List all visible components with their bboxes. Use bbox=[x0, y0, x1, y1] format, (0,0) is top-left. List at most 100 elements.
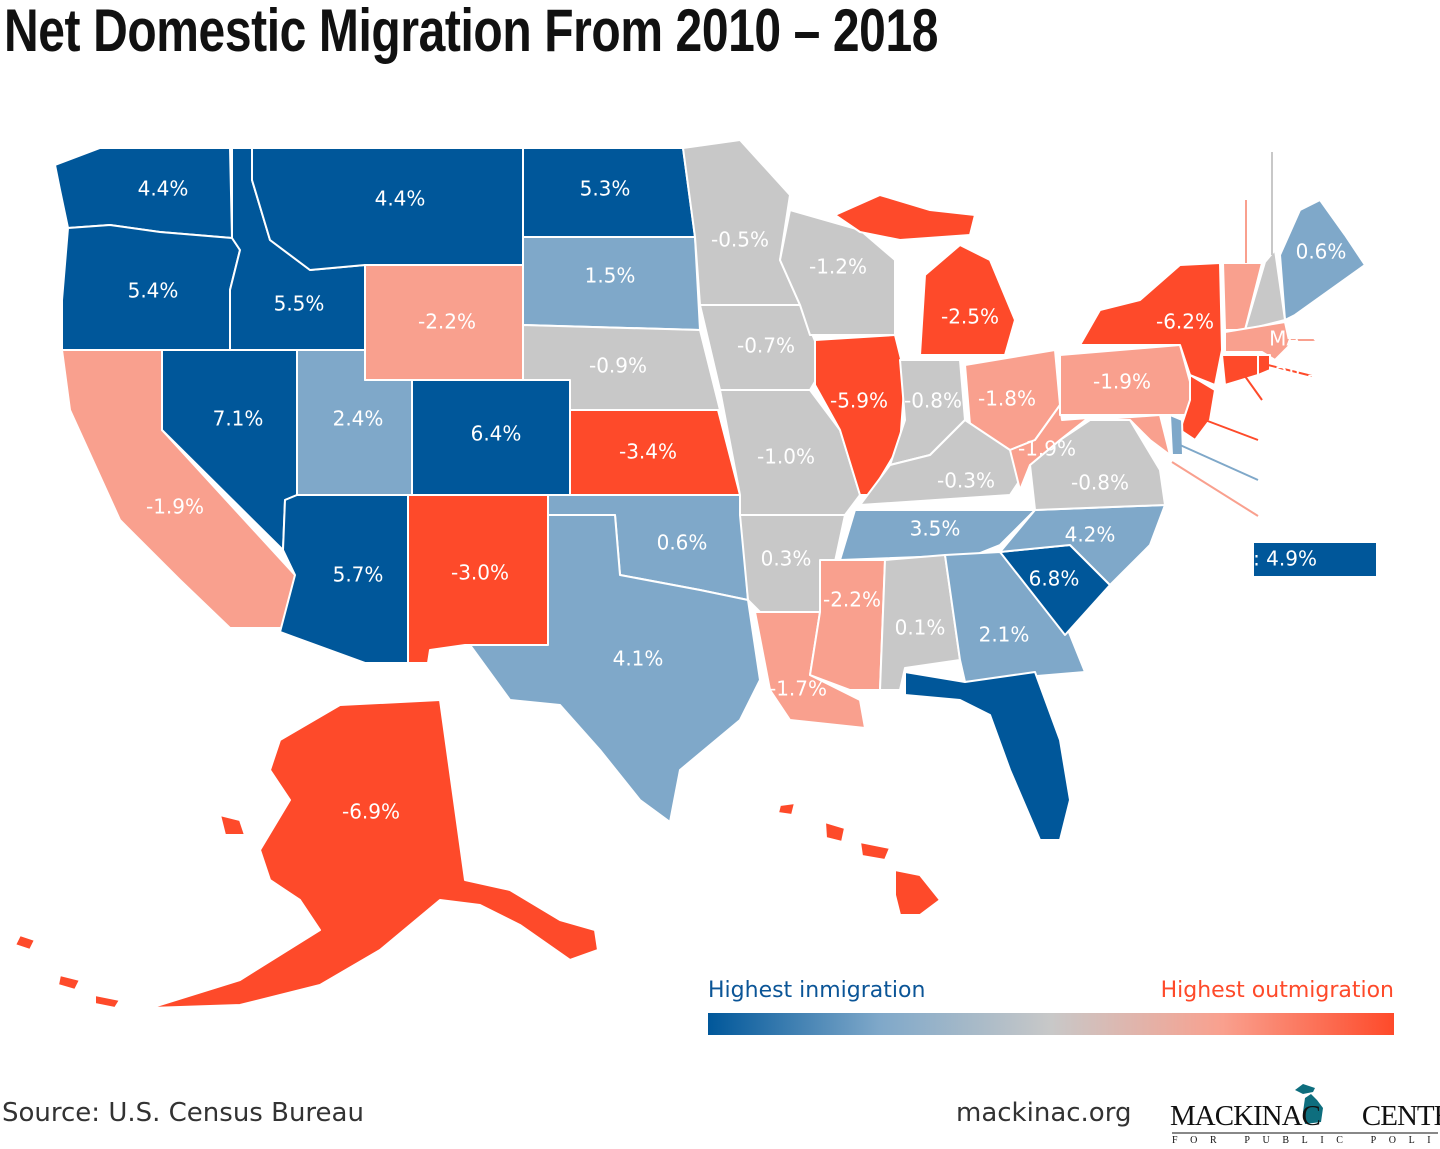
callout-label: VT: -1.6% bbox=[1193, 179, 1288, 203]
callout-nh: NH: 0.5% bbox=[1233, 151, 1327, 255]
state-shape bbox=[779, 209, 896, 336]
callout-dc: D.C.: 4.9% bbox=[1211, 543, 1376, 576]
state-tn bbox=[839, 509, 1036, 561]
state-value-mo: -1.0% bbox=[757, 445, 815, 469]
state-shape bbox=[1089, 414, 1171, 456]
state-value-ca: -1.9% bbox=[146, 495, 204, 519]
logo-wordmark: MACKINAC CENTER bbox=[1170, 1100, 1440, 1133]
state-shape bbox=[839, 509, 1036, 561]
state-value-nm: -3.0% bbox=[451, 561, 509, 585]
state-shape bbox=[149, 699, 599, 1009]
state-value-al: 0.1% bbox=[895, 616, 946, 640]
website-link[interactable]: mackinac.org bbox=[956, 1098, 1132, 1128]
state-value-ne: -0.9% bbox=[589, 354, 647, 378]
state-fl bbox=[904, 671, 1071, 841]
state-value-co: 6.4% bbox=[471, 422, 522, 446]
state-ct bbox=[1221, 354, 1259, 386]
state-value-nd: 5.3% bbox=[580, 177, 631, 201]
callout-label: NH: 0.5% bbox=[1233, 151, 1327, 175]
logo-word-left: MACKINAC bbox=[1170, 1100, 1321, 1132]
state-value-nv: 7.1% bbox=[213, 407, 264, 431]
state-shape bbox=[1221, 354, 1259, 386]
state-shape bbox=[1279, 199, 1366, 321]
state-value-tn: 3.5% bbox=[910, 517, 961, 541]
state-shape bbox=[469, 514, 761, 823]
state-shape bbox=[682, 139, 801, 306]
callout-ct: CT: -4.9% bbox=[1214, 371, 1310, 423]
state-value-az: 5.7% bbox=[333, 563, 384, 587]
logo-subtitle: FOR PUBLIC POLICY bbox=[1172, 1132, 1440, 1146]
state-value-or: 5.4% bbox=[128, 279, 179, 303]
callout-leader-line bbox=[1267, 364, 1313, 377]
legend-inmigration-label: Highest inmigration bbox=[708, 978, 926, 1003]
state-shape bbox=[824, 821, 846, 843]
callout-leader-line bbox=[1171, 461, 1259, 517]
state-value-wi: -1.2% bbox=[809, 255, 867, 279]
state-shape bbox=[1009, 404, 1089, 491]
callout-vt: VT: -1.6% bbox=[1193, 179, 1288, 263]
state-tx bbox=[469, 514, 761, 823]
callout-label: MA: -1.9% bbox=[1269, 327, 1371, 351]
state-value-il: -5.9% bbox=[830, 389, 888, 413]
state-value-ky: -0.3% bbox=[937, 469, 995, 493]
logo-word-right: CENTER bbox=[1361, 1100, 1440, 1132]
state-value-mt: 4.4% bbox=[375, 187, 426, 211]
state-shape bbox=[1169, 414, 1184, 456]
michigan-icon bbox=[1295, 1084, 1323, 1124]
state-shape bbox=[809, 559, 886, 691]
state-hi bbox=[777, 802, 941, 916]
state-value-tx: 4.1% bbox=[613, 647, 664, 671]
state-me bbox=[1279, 199, 1366, 321]
state-shape bbox=[904, 671, 1071, 841]
state-ak bbox=[14, 699, 599, 1009]
state-mi bbox=[834, 194, 1016, 356]
state-md bbox=[1089, 414, 1171, 456]
state-shape bbox=[894, 869, 941, 916]
state-shape bbox=[919, 244, 1016, 356]
state-value-ga: 2.1% bbox=[979, 623, 1030, 647]
callout-leader-line bbox=[1179, 444, 1259, 481]
callout-ma: MA: -1.9% bbox=[1269, 327, 1371, 351]
legend-gradient-bar bbox=[708, 1013, 1394, 1035]
state-shape bbox=[14, 934, 36, 951]
state-shape bbox=[834, 194, 976, 241]
state-value-ny: -6.2% bbox=[1156, 310, 1214, 334]
callout-label: RI: -3.5% bbox=[1275, 363, 1366, 387]
state-value-id: 5.5% bbox=[274, 292, 325, 316]
state-value-mn: -0.5% bbox=[711, 228, 769, 252]
state-value-wa: 4.4% bbox=[138, 177, 189, 201]
callout-label: CT: -4.9% bbox=[1214, 399, 1309, 423]
state-value-sc: 6.8% bbox=[1029, 567, 1080, 591]
callout-label: MD: -2.4% bbox=[1210, 507, 1314, 531]
state-value-hi: -4.1% bbox=[807, 869, 865, 893]
state-mn bbox=[682, 139, 801, 306]
callout-md: MD: -2.4% bbox=[1171, 461, 1314, 531]
state-value-ar: 0.3% bbox=[761, 547, 812, 571]
callout-de: DE: 3.6% bbox=[1179, 444, 1308, 495]
state-shape bbox=[719, 389, 861, 516]
state-value-va: -0.8% bbox=[1071, 471, 1129, 495]
us-map: 4.4% 5.4% -1.9% 5.5% 4.4% 7.1% 2.4% -2.2% 5.7% 6.… bbox=[14, 139, 1376, 1009]
state-shape bbox=[1179, 374, 1216, 441]
page-title: Net Domestic Migration From 2010 – 2018 bbox=[4, 0, 939, 64]
legend-outmigration-label: Highest outmigration bbox=[1160, 978, 1394, 1003]
state-wi bbox=[779, 209, 896, 336]
state-de bbox=[1169, 414, 1184, 456]
callout-label: DE: 3.6% bbox=[1216, 471, 1308, 495]
state-value-nc: 4.2% bbox=[1065, 523, 1116, 547]
callout-label: NJ: -5.0% bbox=[1216, 435, 1308, 459]
state-value-wy: -2.2% bbox=[418, 310, 476, 334]
state-shape bbox=[1079, 262, 1223, 386]
state-shape bbox=[219, 814, 246, 836]
callout-label: D.C.: 4.9% bbox=[1211, 547, 1317, 571]
state-value-ut: 2.4% bbox=[333, 407, 384, 431]
state-shape bbox=[777, 802, 796, 816]
callout-leader-line bbox=[1204, 419, 1259, 441]
mackinac-center-logo: MACKINAC CENTER FOR PUBLIC POLICY bbox=[1168, 1082, 1440, 1146]
state-shape bbox=[94, 994, 121, 1009]
state-shape bbox=[57, 974, 81, 991]
state-value-ok: 0.6% bbox=[657, 531, 708, 555]
state-value-sd: 1.5% bbox=[585, 264, 636, 288]
state-value-ks: -3.4% bbox=[619, 440, 677, 464]
state-value-fl: 6.2% bbox=[948, 725, 999, 749]
